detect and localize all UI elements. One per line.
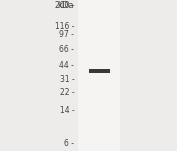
Text: 6 -: 6 -	[64, 139, 74, 148]
Text: 22 -: 22 -	[60, 88, 74, 97]
Text: 200 -: 200 -	[55, 1, 74, 10]
Text: 97 -: 97 -	[59, 30, 74, 39]
Text: 116 -: 116 -	[55, 22, 74, 32]
Text: 44 -: 44 -	[59, 61, 74, 70]
Text: kDa: kDa	[57, 1, 74, 10]
Text: 66 -: 66 -	[59, 45, 74, 54]
Bar	[78, 0, 120, 151]
Text: 14 -: 14 -	[60, 106, 74, 115]
Text: 31 -: 31 -	[60, 75, 74, 84]
Bar	[88, 69, 110, 73]
